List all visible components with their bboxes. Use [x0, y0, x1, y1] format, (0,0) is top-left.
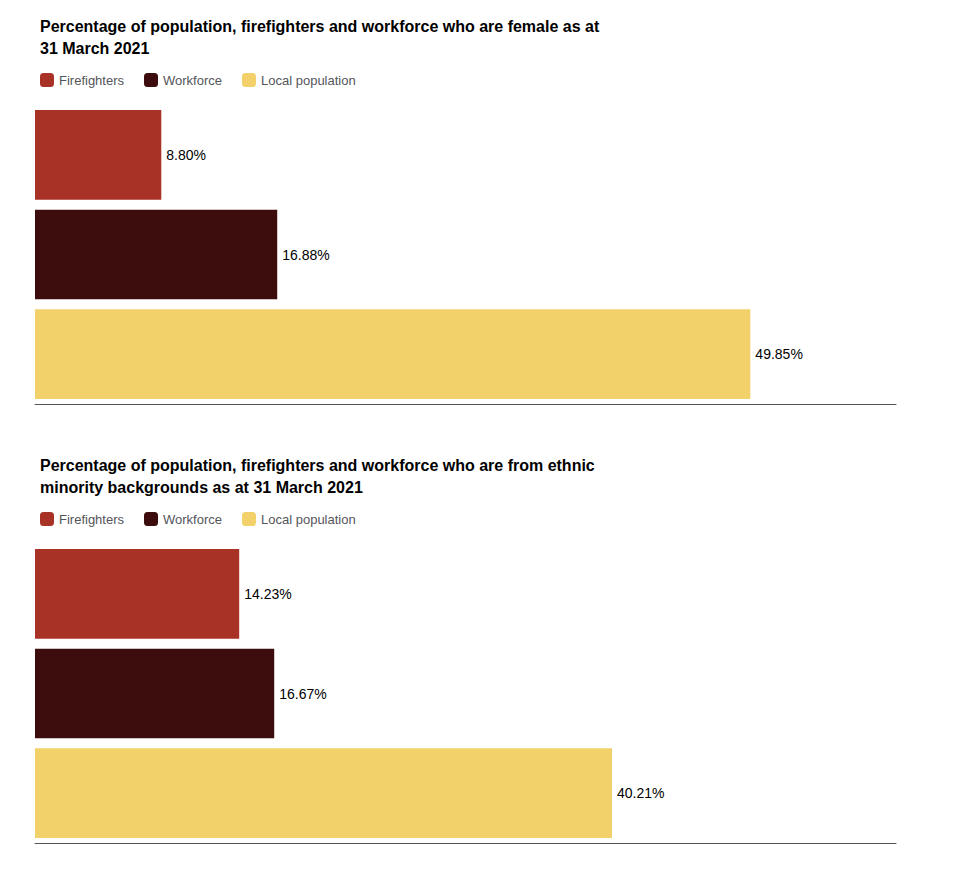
svg-text:Local population: Local population [261, 73, 356, 88]
svg-text:16.67%: 16.67% [279, 686, 326, 702]
svg-text:Firefighters: Firefighters [59, 73, 125, 88]
svg-text:minority backgrounds as at 31: minority backgrounds as at 31 March 2021 [40, 479, 363, 496]
svg-text:Firefighters: Firefighters [59, 512, 125, 527]
svg-text:31 March 2021: 31 March 2021 [40, 40, 150, 57]
svg-text:Percentage of population, fire: Percentage of population, firefighters a… [40, 18, 600, 35]
svg-text:49.85%: 49.85% [755, 346, 802, 362]
svg-text:Percentage of population, fire: Percentage of population, firefighters a… [40, 457, 595, 474]
svg-text:Workforce: Workforce [163, 512, 222, 527]
svg-text:14.23%: 14.23% [244, 586, 291, 602]
svg-text:Local population: Local population [261, 512, 356, 527]
svg-text:8.80%: 8.80% [166, 147, 206, 163]
svg-text:40.21%: 40.21% [617, 785, 664, 801]
svg-text:Workforce: Workforce [163, 73, 222, 88]
svg-text:16.88%: 16.88% [282, 247, 329, 263]
